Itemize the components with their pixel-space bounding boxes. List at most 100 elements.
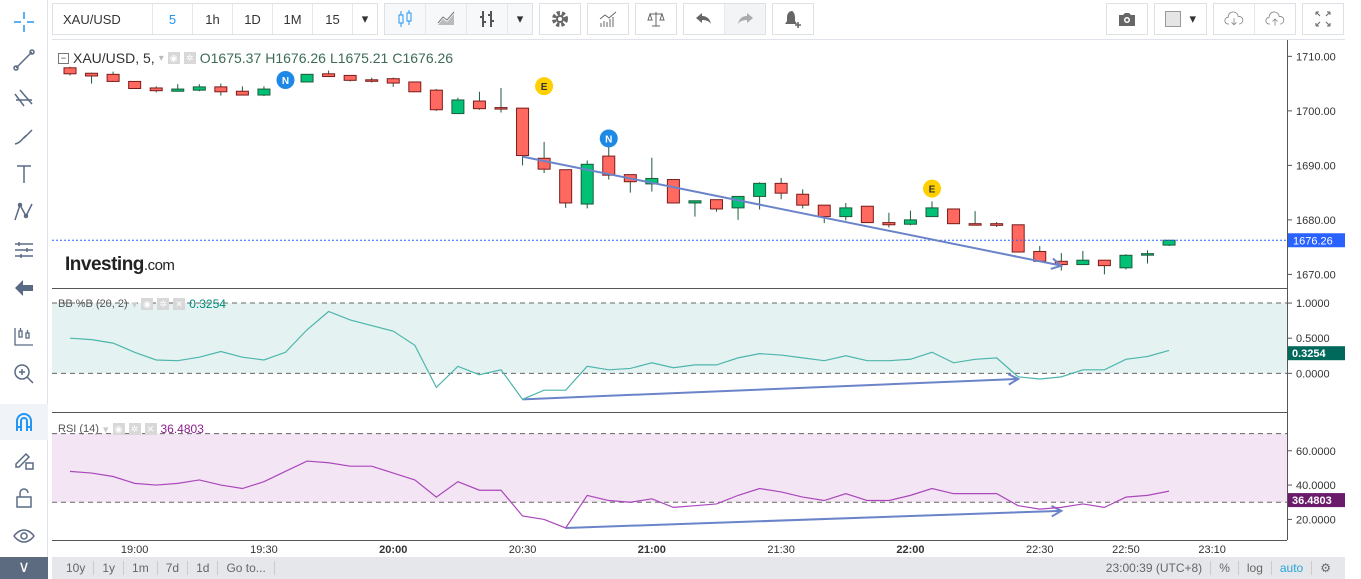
rsi-line xyxy=(69,460,1170,529)
event-marker-N xyxy=(599,129,618,148)
indicators-icon[interactable] xyxy=(588,4,628,34)
eye-icon[interactable]: ◉ xyxy=(167,52,180,64)
bb-tick-label: 1.0000 xyxy=(1296,298,1330,310)
candle xyxy=(1011,224,1025,253)
legend-open: O1675.37 xyxy=(199,50,262,66)
cloud-download-icon[interactable] xyxy=(1214,4,1255,34)
candle xyxy=(365,79,379,82)
brush-icon[interactable] xyxy=(0,118,48,154)
redo-icon[interactable] xyxy=(725,4,765,34)
bb-trendline xyxy=(522,377,1019,401)
gear-icon[interactable]: ✲ xyxy=(157,298,170,310)
eye-icon[interactable]: ◉ xyxy=(141,298,154,310)
gear-icon[interactable]: ✲ xyxy=(183,52,196,64)
chart-type-dropdown-icon[interactable]: ▾ xyxy=(516,11,524,26)
investing-logo: Investing.com xyxy=(65,254,175,276)
camera-icon[interactable] xyxy=(1107,4,1147,34)
chevron-down-icon[interactable]: ∨ xyxy=(0,557,48,579)
candle xyxy=(710,199,723,210)
candle xyxy=(257,88,271,96)
time-label: 22:00 xyxy=(896,544,924,556)
eye-icon[interactable]: ◉ xyxy=(112,423,125,435)
rsi-tick-label: 40.0000 xyxy=(1296,480,1336,492)
chart-area[interactable]: 1710.00 1700.00 1690.00 1680.00 1670.00 1.000… xyxy=(52,39,1345,557)
candle xyxy=(300,73,314,83)
crosshair-icon[interactable] xyxy=(0,4,48,40)
bars-chart-icon[interactable] xyxy=(467,4,508,34)
time-label: 21:00 xyxy=(638,544,666,556)
candle xyxy=(882,222,896,226)
fullscreen-icon[interactable] xyxy=(1303,4,1343,34)
candle xyxy=(235,90,249,96)
candle xyxy=(149,87,163,92)
trend-line-icon[interactable] xyxy=(0,42,48,78)
legend-dropdown-icon[interactable]: ▾ xyxy=(158,52,164,64)
percent-toggle[interactable]: % xyxy=(1211,561,1239,575)
bb-dropdown-icon[interactable]: ▾ xyxy=(131,298,138,311)
bb-tick-label: 0.5000 xyxy=(1296,333,1330,345)
candle xyxy=(1141,253,1154,256)
fib-icon[interactable] xyxy=(0,80,48,116)
pattern-icon[interactable] xyxy=(0,194,48,230)
interval-dropdown-icon[interactable]: ▾ xyxy=(361,11,369,26)
candle xyxy=(968,223,982,226)
symbol-input[interactable]: XAU/USD xyxy=(53,4,153,34)
candle xyxy=(85,72,99,77)
alert-add-icon[interactable] xyxy=(773,4,813,34)
zoom-in-icon[interactable] xyxy=(0,356,48,392)
lock-icon[interactable] xyxy=(0,480,48,516)
cloud-upload-icon[interactable] xyxy=(1255,4,1295,34)
gear-icon[interactable] xyxy=(540,4,580,34)
range-1y[interactable]: 1y xyxy=(94,561,125,575)
price-tick-label: 1710.00 xyxy=(1296,51,1336,63)
time-label: 23:10 xyxy=(1198,544,1226,556)
legend-close: C1676.26 xyxy=(392,50,454,66)
close-icon[interactable]: ✕ xyxy=(173,298,186,310)
settings-gear-icon[interactable]: ⚙ xyxy=(1320,561,1331,575)
right-toolbar: ▾ xyxy=(1106,3,1344,35)
undo-icon[interactable] xyxy=(684,4,725,34)
magnet-icon[interactable] xyxy=(0,404,48,440)
time-label: 21:30 xyxy=(767,544,795,556)
candle xyxy=(839,207,853,218)
gear-icon[interactable]: ✲ xyxy=(128,423,141,435)
color-picker[interactable]: ▾ xyxy=(1155,4,1206,34)
bb-legend: BB %B (20, 2) ▾ ◉ ✲ ✕ 0.3254 xyxy=(58,297,226,311)
interval-1h[interactable]: 1h xyxy=(193,4,233,34)
lock-drawing-icon[interactable] xyxy=(0,442,48,478)
range-7d[interactable]: 7d xyxy=(158,561,189,575)
rsi-tick-label: 20.0000 xyxy=(1296,514,1336,526)
compare-icon[interactable] xyxy=(636,4,676,34)
goto-button[interactable]: Go to... xyxy=(218,561,275,575)
event-marker-label: N xyxy=(282,76,289,87)
collapse-icon[interactable]: − xyxy=(58,52,69,64)
candles-chart-icon[interactable] xyxy=(385,4,426,34)
range-1m[interactable]: 1m xyxy=(124,561,158,575)
close-icon[interactable]: ✕ xyxy=(144,423,157,435)
interval-15[interactable]: 15 xyxy=(313,4,353,34)
rsi-dropdown-icon[interactable]: ▾ xyxy=(102,423,109,436)
rsi-last-badge xyxy=(1288,493,1345,508)
chart-canvas[interactable]: 1710.00 1700.00 1690.00 1680.00 1670.00 1.000… xyxy=(52,40,1345,558)
interval-5[interactable]: 5 xyxy=(153,4,193,34)
range-10y[interactable]: 10y xyxy=(52,561,95,575)
range-1d[interactable]: 1d xyxy=(188,561,219,575)
interval-1m[interactable]: 1M xyxy=(273,4,313,34)
eye-icon[interactable] xyxy=(0,518,48,554)
back-arrow-icon[interactable] xyxy=(0,270,48,306)
rsi-last-label: 36.4803 xyxy=(1292,495,1332,507)
log-toggle[interactable]: log xyxy=(1239,561,1272,575)
candle xyxy=(1162,239,1176,246)
candle xyxy=(537,157,551,170)
candle xyxy=(343,74,357,81)
area-chart-icon[interactable] xyxy=(426,4,467,34)
auto-toggle[interactable]: auto xyxy=(1272,561,1313,575)
interval-1d[interactable]: 1D xyxy=(233,4,273,34)
candle-settings-icon[interactable] xyxy=(0,318,48,354)
drawing-toolbar: ∨ xyxy=(0,0,48,579)
time-label: 22:30 xyxy=(1026,544,1054,556)
bb-trendline-arrowhead xyxy=(1007,373,1021,386)
text-icon[interactable] xyxy=(0,156,48,192)
candle xyxy=(451,99,465,115)
measure-icon[interactable] xyxy=(0,232,48,268)
